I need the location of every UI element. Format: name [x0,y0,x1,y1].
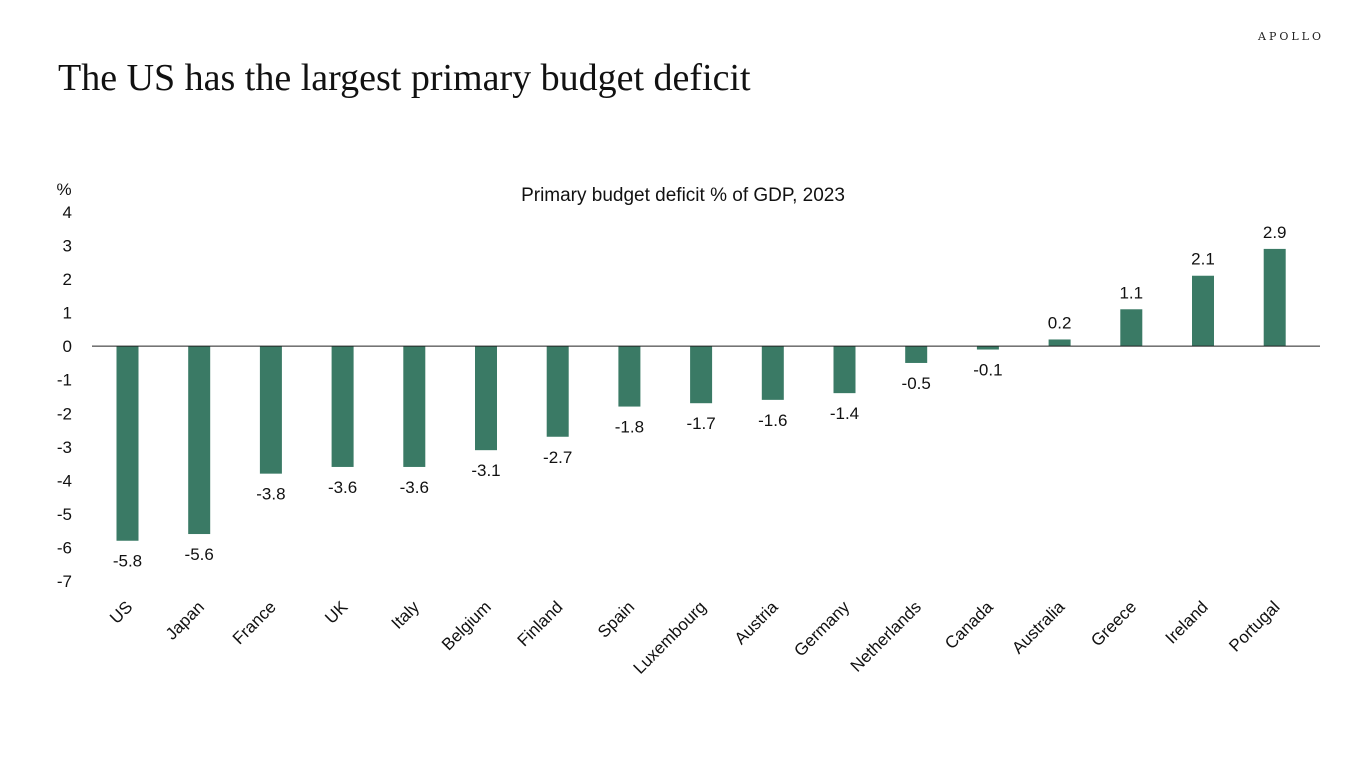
bar [1263,248,1286,347]
y-tick-label: 1 [63,304,72,323]
y-tick-label: -3 [57,438,72,457]
x-tick-label: Ireland [1162,597,1212,647]
y-tick-label: -7 [57,572,72,591]
bar-value-label: -3.1 [471,461,500,480]
bar [690,346,713,404]
y-tick-label: -4 [57,471,72,490]
x-tick-label: Netherlands [847,597,925,675]
bar [331,346,354,467]
bar-value-label: 0.2 [1048,313,1072,332]
bar [1120,309,1143,347]
y-tick-label: 2 [63,270,72,289]
x-tick-label: Belgium [438,597,495,654]
x-tick-label: Spain [594,597,638,641]
x-tick-label: Australia [1008,597,1069,658]
y-axis-unit-label: % [56,180,71,199]
y-tick-label: 3 [63,237,72,256]
x-tick-label: Canada [941,597,997,653]
bar-value-label: -2.7 [543,448,572,467]
bar-value-label: -1.4 [830,404,859,423]
bar [976,346,999,350]
bar [833,346,856,394]
bar-value-label: 2.1 [1191,250,1215,269]
bar-value-label: -3.8 [256,485,285,504]
bar [188,346,211,535]
y-tick-label: -2 [57,404,72,423]
x-tick-label: Germany [790,597,853,660]
y-tick-label: -6 [57,538,72,557]
bar-value-label: -1.6 [758,411,787,430]
x-tick-label: Greece [1087,597,1140,650]
x-axis: US Japan France UK Italy Belgium Finland SpainL… [106,597,1283,678]
bar [761,346,784,400]
bars [116,248,1286,541]
bar-value-label: -0.5 [902,374,931,393]
x-tick-label: Japan [162,597,208,643]
x-tick-label: US [106,597,136,627]
bar [546,346,569,437]
brand-logo: APOLLO [1258,30,1324,43]
bar-value-label: 2.9 [1263,223,1287,242]
bar-value-label: 1.1 [1119,283,1143,302]
x-tick-label: Finland [514,597,567,650]
bar-value-label: -5.6 [185,545,214,564]
x-tick-label: Luxembourg [630,597,710,677]
bar [1048,339,1071,347]
bar [403,346,426,467]
x-tick-label: Portugal [1225,597,1283,655]
slide-title: The US has the largest primary budget de… [58,57,751,99]
x-tick-label: France [229,597,280,648]
y-tick-label: 4 [63,203,72,222]
bar-value-label: -1.8 [615,418,644,437]
value-labels: -5.8 -5.6 -3.8 -3.6 -3.6 -3.1 -2.7 -1.8 -1.7 -1.6… [113,223,1287,571]
bar [1192,275,1214,347]
chart-title: Primary budget deficit % of GDP, 2023 [521,185,845,206]
bar-value-label: -5.8 [113,552,142,571]
x-tick-label: Italy [388,597,424,633]
y-tick-label: -1 [57,371,72,390]
bar [905,346,928,363]
bar-value-label: -0.1 [973,361,1002,380]
x-tick-label: UK [321,597,352,628]
bar-value-label: -3.6 [400,478,429,497]
bar [259,346,282,474]
y-tick-label: 0 [63,337,72,356]
bar [475,346,497,451]
y-axis: 4 3 2 1 0 -1 -2 -3 -4 -5 -6 -7 [57,203,72,591]
bar [618,346,641,407]
x-tick-label: Austria [731,597,782,648]
y-tick-label: -5 [57,505,72,524]
bar-value-label: -3.6 [328,478,357,497]
bar [116,346,139,541]
bar-value-label: -1.7 [686,414,715,433]
